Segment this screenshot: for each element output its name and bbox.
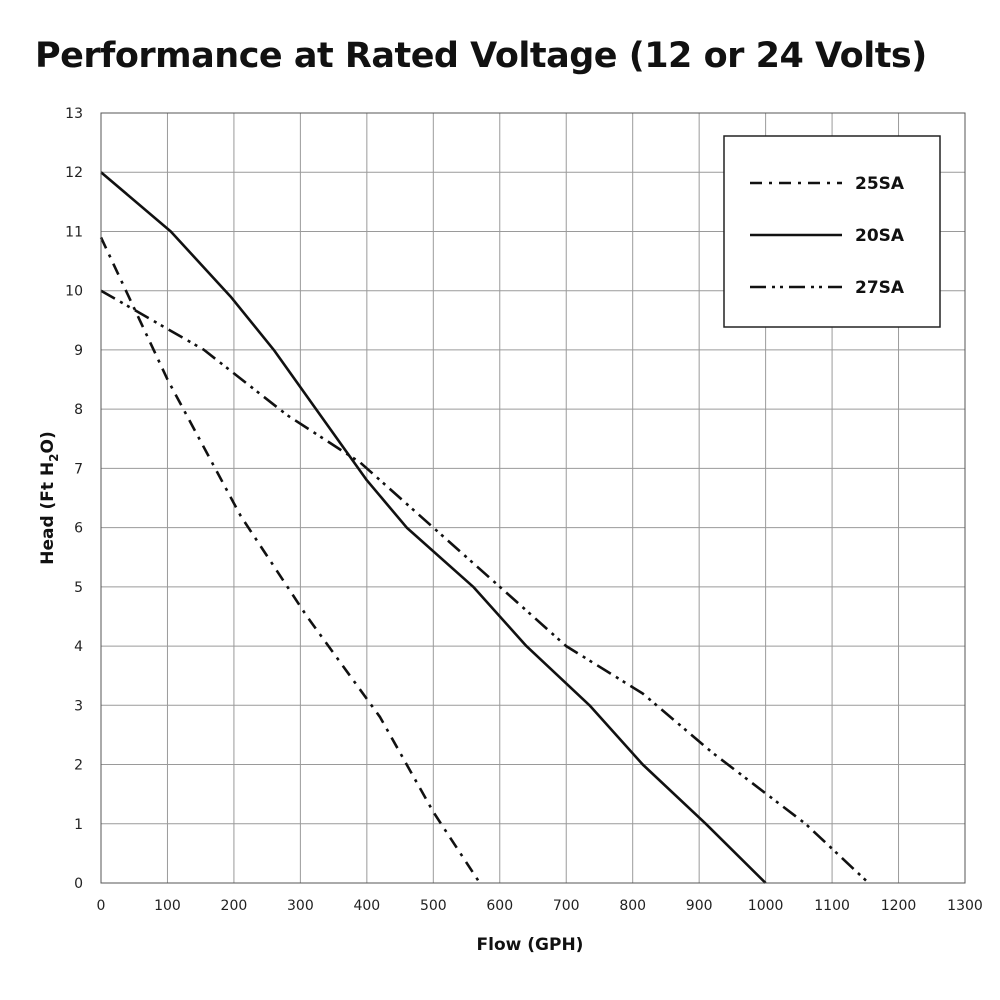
y-tick-label: 4	[74, 639, 83, 655]
x-tick-label: 1200	[881, 898, 917, 914]
y-tick-label: 1	[74, 817, 83, 833]
y-axis-label: Head (Ft H2O)	[38, 431, 61, 565]
axis-ticks: 0 100 200 300 400 500 600 700 800 900 1000 1100 1200…	[65, 106, 983, 914]
y-tick-label: 9	[74, 343, 83, 359]
x-tick-label: 600	[486, 898, 513, 914]
x-tick-label: 1000	[748, 898, 784, 914]
y-tick-label: 12	[65, 165, 83, 181]
y-tick-label: 5	[74, 580, 83, 596]
y-tick-label: 2	[74, 758, 83, 774]
series-line-25sa	[99, 236, 481, 884]
y-tick-label: 8	[74, 402, 83, 418]
x-tick-label: 1100	[814, 898, 850, 914]
x-axis-label: Flow (GPH)	[477, 935, 584, 955]
x-tick-label: 700	[553, 898, 580, 914]
x-tick-label: 0	[97, 898, 106, 914]
legend-box	[723, 135, 941, 328]
y-axis-label-prefix: Head (Ft H	[38, 462, 58, 565]
legend-label-20sa: 20SA	[855, 226, 905, 246]
legend-label-27sa: 27SA	[855, 278, 905, 298]
x-tick-label: 900	[686, 898, 713, 914]
y-axis-label-suffix: O)	[38, 431, 58, 453]
x-tick-label: 400	[353, 898, 380, 914]
x-tick-label: 800	[619, 898, 646, 914]
x-tick-label: 100	[154, 898, 181, 914]
x-tick-label: 500	[420, 898, 447, 914]
series-lines	[99, 171, 870, 884]
y-tick-label: 11	[65, 224, 83, 240]
y-tick-label: 7	[74, 461, 83, 477]
y-tick-label: 6	[74, 521, 83, 537]
y-tick-label: 13	[65, 106, 83, 122]
y-tick-label: 10	[65, 284, 83, 300]
y-axis-label-subscript: 2	[47, 453, 61, 461]
chart-title: Performance at Rated Voltage (12 or 24 V…	[35, 36, 927, 76]
x-tick-label: 1300	[947, 898, 983, 914]
series-line-20sa	[100, 171, 767, 884]
y-tick-label: 3	[74, 698, 83, 714]
plot-frame	[100, 112, 966, 884]
legend: 25SA 20SA 27SA	[723, 135, 941, 328]
legend-label-25sa: 25SA	[855, 174, 905, 194]
series-line-27sa	[100, 289, 870, 884]
x-tick-label: 200	[221, 898, 248, 914]
x-tick-label: 300	[287, 898, 314, 914]
y-tick-label: 0	[74, 876, 83, 892]
